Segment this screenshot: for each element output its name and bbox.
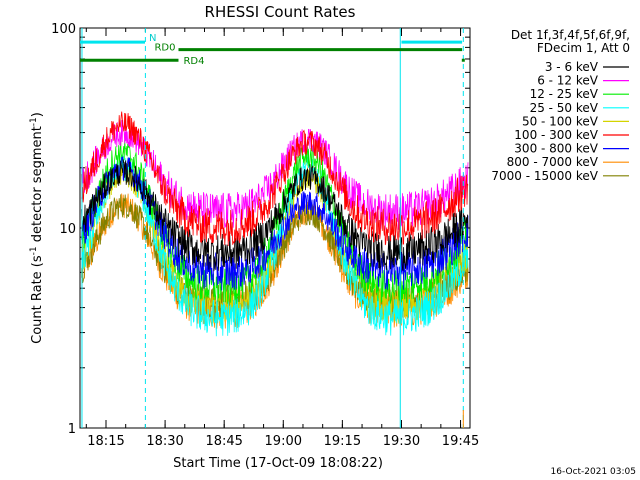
y-tick-label: 1 xyxy=(68,422,76,437)
legend-label: 7000 - 15000 keV xyxy=(491,169,598,183)
x-tick-label: 18:45 xyxy=(205,434,242,449)
night-label: N xyxy=(149,33,156,44)
rd4-end-marker xyxy=(461,58,465,62)
data-traces xyxy=(81,111,469,337)
rd4-label: RD4 xyxy=(183,56,204,67)
legend-label: 3 - 6 keV xyxy=(545,60,599,74)
x-tick-label: 19:15 xyxy=(324,434,361,449)
x-axis-label: Start Time (17-Oct-09 18:08:22) xyxy=(173,456,383,471)
x-tick-label: 19:00 xyxy=(265,434,302,449)
legend-label: 12 - 25 keV xyxy=(530,87,599,101)
series-trace xyxy=(81,111,469,247)
legend-label: 50 - 100 keV xyxy=(522,114,599,128)
legend-label: 6 - 12 keV xyxy=(537,74,599,88)
legend-label: 100 - 300 keV xyxy=(514,128,598,142)
series-trace xyxy=(81,156,469,291)
x-tick-label: 18:15 xyxy=(87,434,124,449)
legend-header-line-1: Det 1f,3f,4f,5f,6f,9f, xyxy=(511,28,630,42)
rd0-label: RD0 xyxy=(154,43,175,54)
legend-label: 800 - 7000 keV xyxy=(507,155,599,169)
x-tick-label: 19:30 xyxy=(383,434,420,449)
x-tick-label: 18:30 xyxy=(146,434,183,449)
x-tick-label: 19:45 xyxy=(442,434,479,449)
legend-label: 300 - 800 keV xyxy=(514,142,598,156)
series-trace xyxy=(81,194,469,322)
footer-timestamp: 16-Oct-2021 03:05 xyxy=(551,467,636,477)
series-trace xyxy=(81,159,469,272)
chart-title: RHESSI Count Rates xyxy=(205,3,356,21)
y-axis-label: Count Rate (s-1 detector segment-1) xyxy=(29,112,45,344)
series-trace xyxy=(81,154,469,337)
y-tick-label: 10 xyxy=(59,222,76,237)
y-tick-label: 100 xyxy=(51,22,76,37)
legend-header-line-2: FDecim 1, Att 0 xyxy=(537,41,630,55)
legend-label: 25 - 50 keV xyxy=(530,101,599,115)
